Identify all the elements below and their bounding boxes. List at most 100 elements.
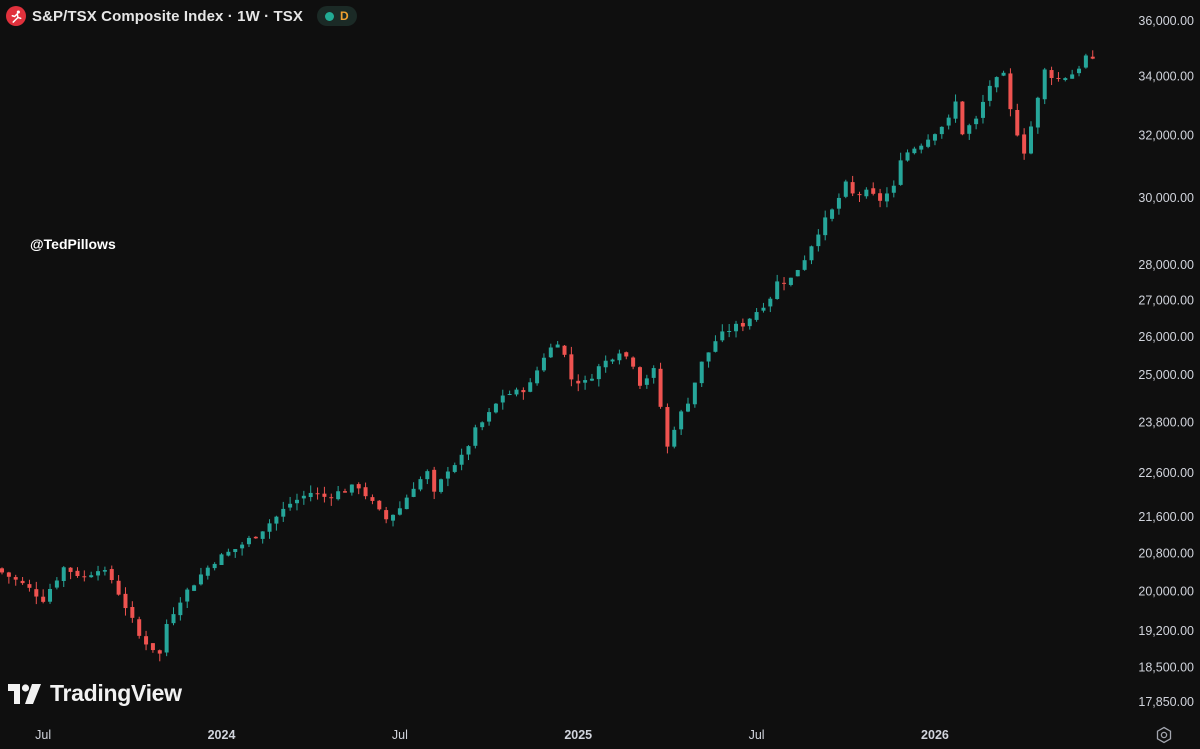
candle-body[interactable] (487, 412, 492, 422)
candle-body[interactable] (48, 588, 53, 602)
candle-body[interactable] (1029, 126, 1033, 154)
candle-body[interactable] (219, 554, 224, 565)
runner-icon[interactable] (6, 6, 26, 26)
candle-body[interactable] (301, 495, 306, 499)
candle-body[interactable] (919, 145, 924, 150)
candle-body[interactable] (198, 574, 203, 585)
candle-body[interactable] (89, 575, 94, 578)
candle-body[interactable] (82, 576, 87, 578)
candle-body[interactable] (473, 427, 478, 446)
candle-body[interactable] (589, 378, 594, 381)
candle-body[interactable] (809, 246, 814, 261)
candle-body[interactable] (281, 508, 286, 517)
candle-body[interactable] (720, 331, 725, 341)
candle-body[interactable] (343, 491, 347, 493)
candle-body[interactable] (692, 382, 697, 405)
candle-body[interactable] (891, 185, 896, 193)
candle-body[interactable] (178, 602, 183, 616)
candle-body[interactable] (672, 429, 677, 447)
candle-body[interactable] (953, 101, 958, 119)
candle-body[interactable] (123, 593, 128, 609)
candle-body[interactable] (1008, 73, 1013, 110)
candle-body[interactable] (192, 585, 197, 591)
candle-body[interactable] (356, 484, 361, 489)
candle-body[interactable] (322, 493, 327, 497)
candle-body[interactable] (576, 380, 581, 384)
candle-body[interactable] (596, 366, 601, 380)
candle-body[interactable] (500, 395, 505, 403)
candle-body[interactable] (1063, 78, 1068, 81)
candle-body[interactable] (205, 567, 210, 576)
candle-body[interactable] (514, 389, 519, 395)
candle-body[interactable] (75, 570, 80, 576)
candle-body[interactable] (562, 345, 567, 355)
candle-body[interactable] (267, 523, 272, 532)
candle-body[interactable] (1083, 55, 1088, 68)
candle-body[interactable] (260, 531, 265, 539)
candle-body[interactable] (20, 580, 25, 584)
candle-body[interactable] (802, 260, 807, 270)
candle-body[interactable] (116, 580, 121, 595)
candle-body[interactable] (603, 360, 608, 368)
candle-body[interactable] (823, 217, 828, 236)
candle-body[interactable] (898, 160, 903, 185)
candle-body[interactable] (233, 549, 238, 553)
candle-body[interactable] (1035, 97, 1040, 128)
candle-body[interactable] (912, 148, 917, 154)
candle-body[interactable] (843, 181, 848, 197)
candle-body[interactable] (637, 367, 642, 386)
candle-body[interactable] (1056, 77, 1061, 79)
candle-body[interactable] (905, 152, 910, 161)
candle-body[interactable] (34, 589, 39, 597)
market-status-badge[interactable]: D (316, 6, 357, 26)
candle-body[interactable] (349, 484, 354, 493)
candle-body[interactable] (418, 479, 423, 490)
candle-body[interactable] (1070, 74, 1075, 79)
candle-body[interactable] (391, 514, 396, 521)
candle-body[interactable] (631, 357, 636, 367)
candle-body[interactable] (706, 352, 711, 362)
candle-body[interactable] (946, 117, 951, 126)
candle-body[interactable] (171, 614, 176, 624)
candle-body[interactable] (816, 234, 821, 247)
candle-body[interactable] (164, 624, 169, 653)
candle-body[interactable] (788, 277, 793, 285)
candle-body[interactable] (850, 182, 855, 194)
candle-body[interactable] (452, 465, 457, 472)
candle-body[interactable] (397, 508, 402, 515)
candle-body[interactable] (459, 454, 464, 465)
candle-body[interactable] (157, 650, 162, 654)
candle-body[interactable] (624, 352, 629, 357)
candle-body[interactable] (445, 471, 450, 479)
candle-body[interactable] (439, 479, 444, 492)
candle-body[interactable] (974, 118, 979, 125)
candle-body[interactable] (1077, 68, 1082, 74)
candle-body[interactable] (41, 596, 46, 602)
candle-body[interactable] (830, 209, 835, 219)
candle-body[interactable] (130, 607, 135, 618)
candle-body[interactable] (939, 126, 944, 135)
symbol-title[interactable]: S&P/TSX Composite Index · 1W · TSX (32, 7, 303, 25)
candle-body[interactable] (535, 370, 540, 384)
candle-body[interactable] (61, 567, 66, 581)
candle-body[interactable] (480, 422, 485, 428)
candle-body[interactable] (541, 357, 546, 371)
candle-body[interactable] (651, 368, 656, 378)
candle-body[interactable] (658, 368, 663, 407)
candle-body[interactable] (308, 492, 313, 498)
candle-body[interactable] (980, 101, 985, 118)
candle-body[interactable] (137, 619, 142, 636)
candle-body[interactable] (768, 298, 773, 307)
candle-body[interactable] (493, 403, 498, 413)
candle-body[interactable] (144, 636, 149, 645)
candle-body[interactable] (6, 572, 11, 577)
candle-body[interactable] (548, 347, 553, 358)
candle-body[interactable] (96, 571, 101, 576)
candle-body[interactable] (569, 354, 574, 380)
candle-body[interactable] (384, 510, 389, 520)
candle-body[interactable] (13, 577, 18, 580)
candle-body[interactable] (994, 77, 999, 88)
candle-body[interactable] (878, 193, 883, 201)
candle-body[interactable] (679, 411, 684, 430)
candle-body[interactable] (68, 567, 73, 572)
